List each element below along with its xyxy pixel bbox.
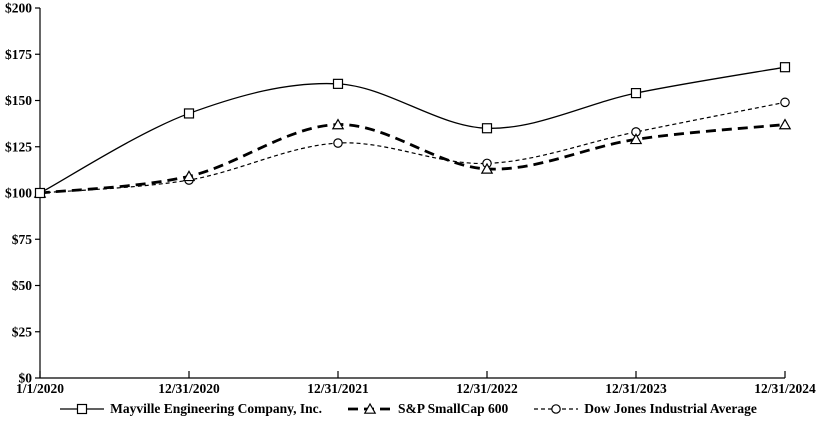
square-marker xyxy=(34,187,46,199)
x-axis-tick-label: 1/1/2020 xyxy=(16,381,64,396)
circle-marker xyxy=(551,404,562,414)
triangle-marker xyxy=(331,118,345,130)
dotted-line-circle-marker-icon xyxy=(534,404,579,414)
y-axis-tick-label: $125 xyxy=(5,139,32,154)
triangle-marker xyxy=(363,402,377,414)
series-line-2 xyxy=(39,101,786,194)
square-marker xyxy=(183,108,195,119)
legend-label: Mayville Engineering Company, Inc. xyxy=(110,401,322,416)
y-axis-tick-label: $0 xyxy=(19,371,33,386)
y-axis-tick-label: $200 xyxy=(5,1,32,16)
square-marker xyxy=(332,78,344,89)
legend-label: Dow Jones Industrial Average xyxy=(584,401,757,416)
circle-marker xyxy=(333,138,343,148)
triangle-marker xyxy=(629,133,643,145)
legend-item-mayville: Mayville Engineering Company, Inc. xyxy=(60,401,322,417)
y-axis-tick-label: $75 xyxy=(12,232,33,247)
dashed-line-triangle-marker-icon xyxy=(347,402,392,414)
y-axis-tick-label: $100 xyxy=(5,186,32,201)
square-marker xyxy=(76,403,88,415)
y-axis-tick-label: $175 xyxy=(5,47,32,62)
triangle-marker xyxy=(778,118,792,130)
legend-item-dow-jones: Dow Jones Industrial Average xyxy=(534,401,757,417)
legend-label: S&P SmallCap 600 xyxy=(397,401,509,416)
x-axis-tick-label: 12/31/2023 xyxy=(605,381,667,396)
legend-item-sp-smallcap: S&P SmallCap 600 xyxy=(347,401,509,417)
solid-line-square-marker-icon xyxy=(60,403,105,415)
series-line-0 xyxy=(39,66,786,194)
chart-legend: Mayville Engineering Company, Inc. S&P S… xyxy=(0,401,817,417)
square-marker xyxy=(779,62,791,73)
circle-marker xyxy=(780,97,790,108)
triangle-marker xyxy=(182,170,196,182)
x-axis-tick-label: 12/31/2020 xyxy=(158,381,220,396)
x-axis-tick-label: 12/31/2024 xyxy=(754,381,816,396)
y-axis-tick-label: $50 xyxy=(12,278,33,293)
x-axis-tick-label: 12/31/2022 xyxy=(456,381,518,396)
y-axis-tick-label: $25 xyxy=(12,324,33,339)
series-line-1 xyxy=(39,123,786,195)
square-marker xyxy=(481,123,493,134)
square-marker xyxy=(630,87,642,99)
x-axis-tick-label: 12/31/2021 xyxy=(307,381,369,396)
triangle-marker xyxy=(480,162,494,174)
y-axis-tick-label: $150 xyxy=(5,93,32,108)
